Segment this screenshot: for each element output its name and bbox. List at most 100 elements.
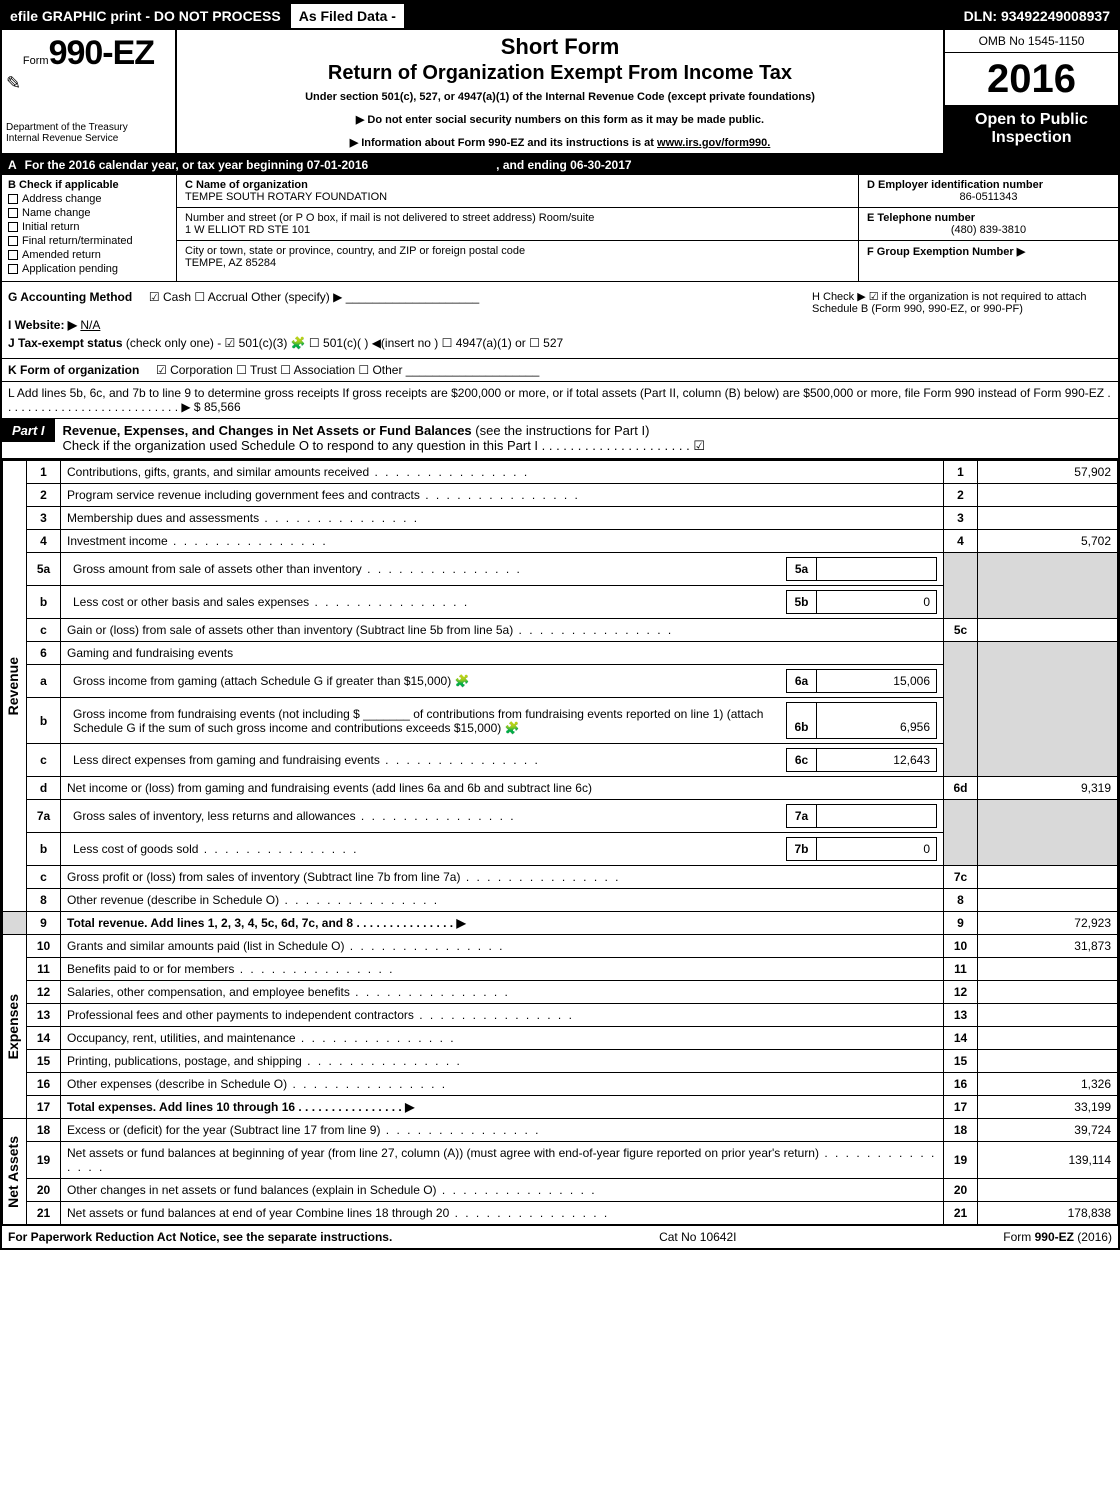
col-d: D Employer identification number 86-0511… <box>858 175 1118 281</box>
form-note1: ▶ Do not enter social security numbers o… <box>185 113 935 126</box>
j-text: (check only one) - ☑ 501(c)(3) 🧩 ☐ 501(c… <box>126 336 563 350</box>
col-c: C Name of organization TEMPE SOUTH ROTAR… <box>177 175 858 281</box>
row-a-letter: A <box>8 158 17 172</box>
k-label: K Form of organization <box>8 363 139 377</box>
chk-name[interactable]: Name change <box>8 207 170 219</box>
city-label: City or town, state or province, country… <box>185 245 525 257</box>
omb-label: OMB No 1545-1150 <box>945 30 1118 53</box>
top-bar: efile GRAPHIC print - DO NOT PROCESS As … <box>2 2 1118 30</box>
part1-title: Revenue, Expenses, and Changes in Net As… <box>55 419 1118 458</box>
ein-value: 86-0511343 <box>867 191 1110 203</box>
note2-link[interactable]: www.irs.gov/form990. <box>657 137 770 149</box>
open1: Open to Public <box>975 111 1088 128</box>
col-b: B Check if applicable Address change Nam… <box>2 175 177 281</box>
tel-label: E Telephone number <box>867 212 975 224</box>
efile-label: efile GRAPHIC print - DO NOT PROCESS <box>2 4 289 28</box>
table-row: 8 Other revenue (describe in Schedule O)… <box>3 889 1118 912</box>
i-label: I Website: ▶ <box>8 318 77 332</box>
chk-address[interactable]: Address change <box>8 193 170 205</box>
open2: Inspection <box>991 129 1071 146</box>
block-bc: B Check if applicable Address change Nam… <box>2 175 1118 282</box>
form-prefix: Form <box>23 55 49 67</box>
part1-title-sub: (see the instructions for Part I) <box>472 423 650 438</box>
table-row: 3 Membership dues and assessments 3 <box>3 507 1118 530</box>
chk-amended[interactable]: Amended return <box>8 249 170 261</box>
open-inspection: Open to Public Inspection <box>945 105 1118 153</box>
header: Form 990-EZ ✎ Department of the Treasury… <box>2 30 1118 155</box>
table-row: 2 Program service revenue including gove… <box>3 484 1118 507</box>
table-row: 6 Gaming and fundraising events <box>3 642 1118 665</box>
footer-mid: Cat No 10642I <box>659 1230 736 1244</box>
pencil-icon: ✎ <box>6 73 171 94</box>
table-row: 7a Gross sales of inventory, less return… <box>3 800 1118 833</box>
part1-title-main: Revenue, Expenses, and Changes in Net As… <box>63 423 472 438</box>
as-filed-label: As Filed Data - <box>289 2 406 30</box>
side-netassets: Net Assets <box>3 1119 27 1225</box>
city-value: TEMPE, AZ 85284 <box>185 257 276 269</box>
header-right: OMB No 1545-1150 2016 Open to Public Ins… <box>943 30 1118 153</box>
row-a-text2: , and ending 06-30-2017 <box>496 158 631 172</box>
header-left: Form 990-EZ ✎ Department of the Treasury… <box>2 30 177 153</box>
name-value: TEMPE SOUTH ROTARY FOUNDATION <box>185 191 387 203</box>
group-label: F Group Exemption Number ▶ <box>867 246 1025 258</box>
tel-value: (480) 839-3810 <box>867 224 1110 236</box>
side-expenses: Expenses <box>3 935 27 1119</box>
addr-label: Number and street (or P O box, if mail i… <box>185 212 594 224</box>
chk-final[interactable]: Final return/terminated <box>8 235 170 247</box>
short-form: Short Form <box>185 34 935 60</box>
dln-label: DLN: 93492249008937 <box>956 4 1118 28</box>
table-row: Revenue 1 Contributions, gifts, grants, … <box>3 461 1118 484</box>
col-b-header: B Check if applicable <box>8 179 170 191</box>
table-row: 15Printing, publications, postage, and s… <box>3 1050 1118 1073</box>
addr-value: 1 W ELLIOT RD STE 101 <box>185 224 310 236</box>
part1-tag: Part I <box>2 419 55 442</box>
form-number: Form 990-EZ <box>6 34 171 73</box>
chk-pending[interactable]: Application pending <box>8 263 170 275</box>
table-row: 14Occupancy, rent, utilities, and mainte… <box>3 1027 1118 1050</box>
form-num: 990-EZ <box>49 34 155 73</box>
table-row: 19Net assets or fund balances at beginni… <box>3 1142 1118 1179</box>
table-row: 9 Total revenue. Add lines 1, 2, 3, 4, 5… <box>3 912 1118 935</box>
table-row: Expenses 10 Grants and similar amounts p… <box>3 935 1118 958</box>
side-revenue: Revenue <box>3 461 27 912</box>
dept-label: Department of the Treasury Internal Reve… <box>6 122 171 144</box>
form-note2: ▶ Information about Form 990-EZ and its … <box>185 136 935 149</box>
row-a: A For the 2016 calendar year, or tax yea… <box>2 155 1118 175</box>
table-row: 11Benefits paid to or for members11 <box>3 958 1118 981</box>
table-row: 16Other expenses (describe in Schedule O… <box>3 1073 1118 1096</box>
part1-table: Revenue 1 Contributions, gifts, grants, … <box>2 460 1118 1225</box>
part1-header: Part I Revenue, Expenses, and Changes in… <box>2 419 1118 460</box>
h-text: H Check ▶ ☑ if the organization is not r… <box>812 290 1112 350</box>
table-row: Net Assets 18Excess or (deficit) for the… <box>3 1119 1118 1142</box>
dept1: Department of the Treasury <box>6 122 128 133</box>
form-subtitle: Under section 501(c), 527, or 4947(a)(1)… <box>185 91 935 103</box>
g-opts: ☑ Cash ☐ Accrual Other (specify) ▶ <box>149 290 342 304</box>
table-row: 12Salaries, other compensation, and empl… <box>3 981 1118 1004</box>
chk-initial[interactable]: Initial return <box>8 221 170 233</box>
table-row: 4 Investment income 4 5,702 <box>3 530 1118 553</box>
section-k: K Form of organization ☑ Corporation ☐ T… <box>2 359 1118 382</box>
footer-right: Form Form 990-EZ (2016)990-EZ (2016) <box>1003 1230 1112 1244</box>
dept2: Internal Revenue Service <box>6 133 118 144</box>
row-a-text1: For the 2016 calendar year, or tax year … <box>25 158 369 172</box>
section-g: G Accounting Method ☑ Cash ☐ Accrual Oth… <box>2 282 1118 359</box>
k-text: ☑ Corporation ☐ Trust ☐ Association ☐ Ot… <box>156 363 402 377</box>
table-row: c Gain or (loss) from sale of assets oth… <box>3 619 1118 642</box>
section-l: L Add lines 5b, 6c, and 7b to line 9 to … <box>2 382 1118 419</box>
table-row: 20Other changes in net assets or fund ba… <box>3 1179 1118 1202</box>
footer-left: For Paperwork Reduction Act Notice, see … <box>8 1230 392 1244</box>
table-row: 21Net assets or fund balances at end of … <box>3 1202 1118 1225</box>
footer: For Paperwork Reduction Act Notice, see … <box>2 1225 1118 1248</box>
l-text: L Add lines 5b, 6c, and 7b to line 9 to … <box>8 386 1111 414</box>
header-mid: Short Form Return of Organization Exempt… <box>177 30 943 153</box>
table-row: 13Professional fees and other payments t… <box>3 1004 1118 1027</box>
ein-label: D Employer identification number <box>867 179 1043 191</box>
table-row: 5a Gross amount from sale of assets othe… <box>3 553 1118 586</box>
i-value: N/A <box>80 318 100 332</box>
tax-year: 2016 <box>945 53 1118 105</box>
g-label: G Accounting Method <box>8 290 132 304</box>
name-label: C Name of organization <box>185 179 308 191</box>
j-label: J Tax-exempt status <box>8 336 123 350</box>
part1-check: Check if the organization used Schedule … <box>63 438 705 453</box>
table-row: 17Total expenses. Add lines 10 through 1… <box>3 1096 1118 1119</box>
